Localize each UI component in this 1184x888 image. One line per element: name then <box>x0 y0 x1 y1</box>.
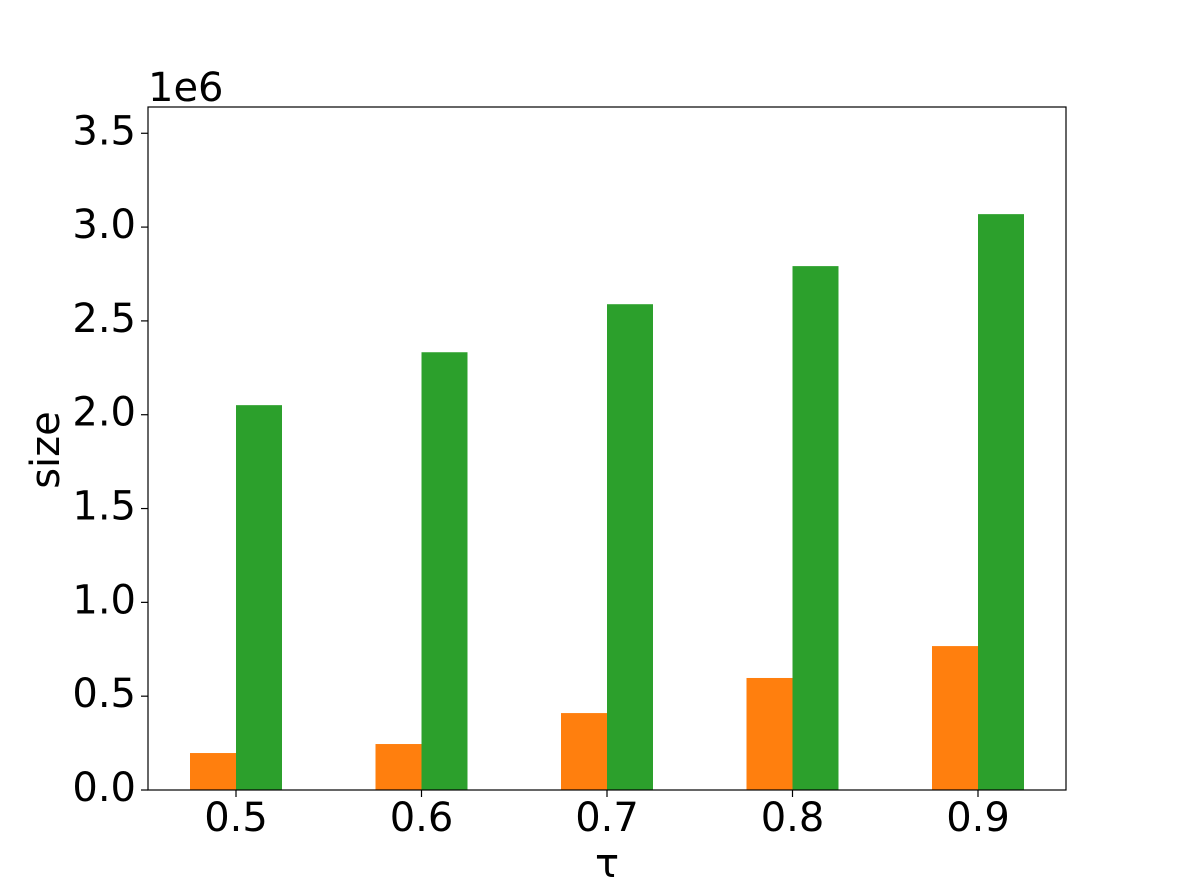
plot-frame <box>147 106 1067 791</box>
bar <box>607 304 653 790</box>
y-tick-label: 3.0 <box>72 202 136 248</box>
y-tick-label: 3.5 <box>72 108 136 154</box>
y-axis-label: size <box>23 411 69 489</box>
bar <box>236 405 282 790</box>
x-axis-label: τ <box>595 841 619 887</box>
bar <box>375 744 422 790</box>
offset-label: 1e6 <box>148 65 224 111</box>
x-tick-label: 0.6 <box>390 795 454 841</box>
y-tick-label: 1.5 <box>72 484 136 530</box>
x-tick-label: 0.9 <box>946 795 1010 841</box>
x-tick-label: 0.5 <box>204 795 268 841</box>
y-tick-label: 2.5 <box>72 296 136 342</box>
y-tick-label: 2.0 <box>72 390 136 436</box>
y-tick-label: 0.5 <box>72 671 136 717</box>
x-tick-label: 0.7 <box>575 795 639 841</box>
bar <box>421 352 468 790</box>
bar <box>792 266 839 791</box>
bar <box>190 753 236 790</box>
y-tick-label: 1.0 <box>72 577 136 623</box>
bar <box>746 677 793 790</box>
x-tick-label: 0.8 <box>761 795 825 841</box>
bar <box>561 713 607 790</box>
y-tick-label: 0.0 <box>72 765 136 811</box>
bar <box>932 646 978 790</box>
bar <box>978 214 1024 790</box>
